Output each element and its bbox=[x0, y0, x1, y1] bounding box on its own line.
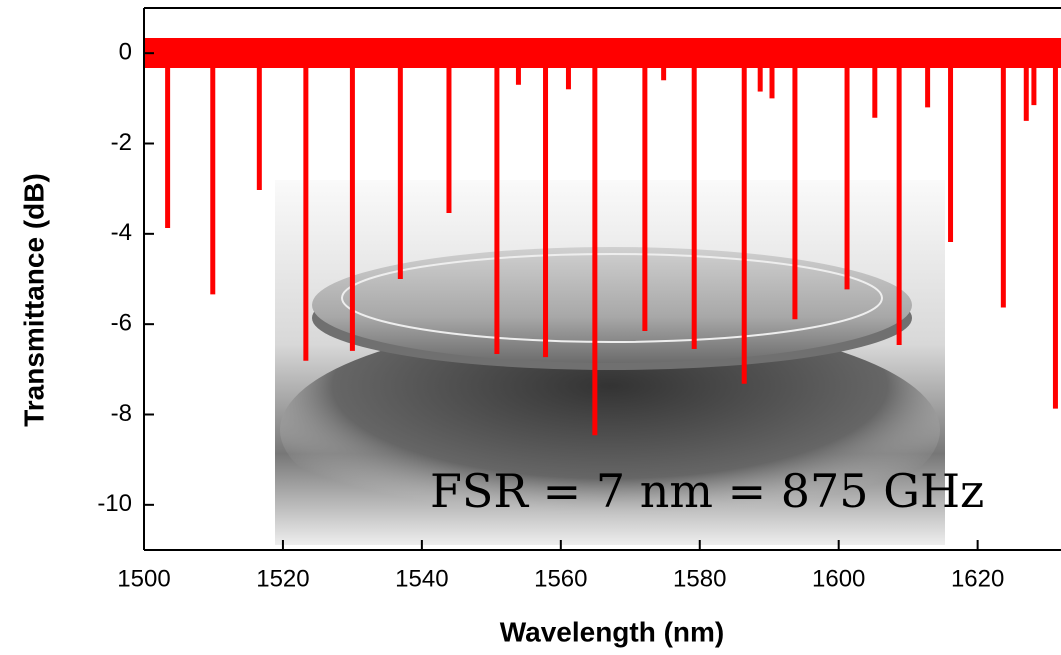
x-tick-label: 1580 bbox=[673, 565, 726, 592]
x-tick-label: 1520 bbox=[256, 565, 309, 592]
y-tick-label: -6 bbox=[111, 310, 132, 337]
x-axis-label: Wavelength (nm) bbox=[500, 616, 725, 647]
y-tick-label: 0 bbox=[119, 39, 132, 66]
y-tick-label: -4 bbox=[111, 219, 132, 246]
x-tick-label: 1540 bbox=[395, 565, 448, 592]
y-tick-label: -10 bbox=[97, 490, 132, 517]
x-tick-label: 1620 bbox=[951, 565, 1004, 592]
x-tick-label: 1600 bbox=[812, 565, 865, 592]
noise-band bbox=[144, 38, 1061, 68]
y-tick-label: -2 bbox=[111, 129, 132, 156]
y-axis-label: Transmittance (dB) bbox=[18, 173, 49, 427]
sem-image bbox=[275, 180, 945, 545]
y-tick-label: -8 bbox=[111, 400, 132, 427]
annotation: FSR = 7 nm = 875 GHz bbox=[430, 464, 984, 518]
x-tick-label: 1500 bbox=[117, 565, 170, 592]
x-tick-label: 1560 bbox=[534, 565, 587, 592]
